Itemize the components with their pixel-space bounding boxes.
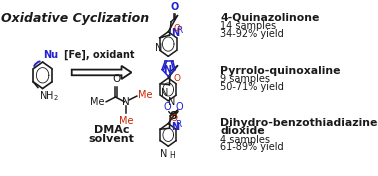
Text: N: N: [155, 43, 163, 53]
Text: R: R: [175, 120, 182, 129]
Text: H: H: [169, 151, 175, 160]
Text: O: O: [171, 114, 178, 123]
Text: N: N: [168, 97, 175, 107]
Text: N: N: [122, 97, 130, 107]
Text: N: N: [163, 65, 171, 75]
Text: 61-89% yield: 61-89% yield: [220, 142, 284, 152]
Text: Pyrrolo-quinoxaline: Pyrrolo-quinoxaline: [220, 66, 341, 76]
Text: 34-92% yield: 34-92% yield: [220, 29, 284, 39]
Text: Dihydro-benzothiadiazine: Dihydro-benzothiadiazine: [220, 118, 378, 128]
Text: O: O: [164, 102, 171, 112]
Text: [Fe], oxidant: [Fe], oxidant: [64, 50, 135, 60]
FancyArrow shape: [72, 66, 132, 79]
Text: Me: Me: [90, 97, 105, 107]
Text: solvent: solvent: [88, 134, 135, 144]
Text: Me: Me: [119, 116, 133, 126]
Text: O: O: [174, 24, 180, 33]
Text: O: O: [174, 74, 181, 83]
Text: O: O: [112, 74, 120, 84]
Text: 4-Quinazolinone: 4-Quinazolinone: [220, 13, 320, 23]
Text: R: R: [176, 26, 182, 35]
Text: Nu: Nu: [43, 50, 59, 60]
Text: N: N: [171, 28, 179, 38]
Text: 9 samples: 9 samples: [220, 74, 270, 84]
Text: 4 samples: 4 samples: [220, 135, 270, 145]
Text: N: N: [161, 88, 169, 98]
Text: N: N: [160, 149, 167, 159]
Text: Oxidative Cyclization: Oxidative Cyclization: [1, 12, 149, 25]
Text: 50-71% yield: 50-71% yield: [220, 82, 284, 92]
Text: S: S: [169, 111, 177, 121]
Text: O: O: [170, 2, 178, 12]
Text: O: O: [176, 102, 183, 112]
Text: 14 samples: 14 samples: [220, 21, 276, 31]
Text: Me: Me: [138, 90, 153, 100]
Text: NH$_2$: NH$_2$: [39, 89, 59, 103]
Text: N: N: [171, 122, 179, 132]
Text: dioxide: dioxide: [220, 126, 265, 136]
Text: DMAc: DMAc: [94, 125, 129, 135]
